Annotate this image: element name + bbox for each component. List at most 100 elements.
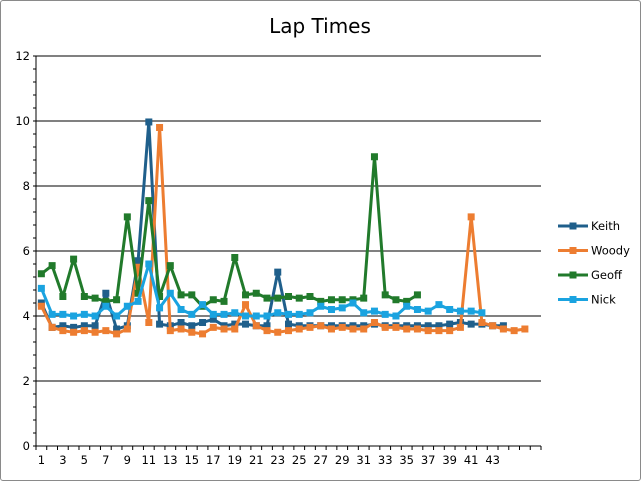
- data-point: [80, 293, 88, 300]
- data-point: [349, 325, 357, 333]
- data-point: [156, 320, 164, 328]
- data-point: [306, 309, 314, 317]
- legend-marker: [569, 296, 577, 303]
- data-point: [467, 320, 475, 328]
- data-point: [274, 268, 282, 276]
- legend-label: Woody: [591, 244, 630, 258]
- data-point: [295, 310, 303, 318]
- data-point: [231, 254, 239, 261]
- data-point: [209, 315, 217, 323]
- data-point: [252, 312, 260, 320]
- data-point: [188, 310, 196, 318]
- series-lines: [37, 118, 529, 338]
- data-point: [263, 294, 271, 302]
- y-tick-label: 6: [23, 244, 30, 258]
- data-point: [424, 322, 432, 330]
- data-point: [327, 325, 335, 333]
- data-point: [37, 302, 45, 310]
- data-point: [381, 323, 389, 331]
- data-point: [177, 306, 185, 313]
- data-point: [285, 310, 292, 318]
- x-tick-label: 11: [141, 453, 156, 467]
- y-tick-label: 12: [15, 49, 30, 63]
- series-nick: [37, 260, 486, 320]
- legend-marker: [569, 247, 577, 254]
- x-tick-label: 31: [356, 453, 371, 467]
- data-point: [156, 124, 164, 131]
- data-point: [209, 296, 217, 304]
- chart-title: Lap Times: [269, 14, 371, 38]
- x-tick-labels: 1 3 5 7 9 11 13 15 17 19 21 23 25 27 29 31 33 35 37 39 41 43: [38, 453, 500, 467]
- data-point: [274, 309, 282, 317]
- data-point: [70, 312, 78, 320]
- data-point: [220, 297, 228, 305]
- legend-item-woody: Woody: [558, 244, 630, 258]
- data-point: [392, 323, 400, 331]
- data-point: [48, 262, 56, 270]
- data-point: [242, 291, 250, 299]
- data-point: [252, 289, 260, 297]
- data-point: [338, 296, 346, 304]
- data-point: [392, 312, 400, 320]
- data-point: [446, 306, 454, 313]
- y-tick-label: 4: [23, 309, 30, 323]
- y-tick-label: 8: [23, 179, 30, 193]
- data-point: [370, 319, 378, 326]
- data-point: [274, 294, 282, 302]
- data-point: [317, 297, 325, 305]
- data-point: [231, 309, 239, 317]
- y-tick-label: 0: [23, 439, 30, 453]
- data-point: [327, 306, 335, 313]
- x-tick-label: 27: [313, 453, 328, 467]
- data-point: [360, 294, 368, 302]
- data-point: [123, 213, 131, 221]
- data-point: [446, 320, 454, 328]
- data-point: [370, 153, 378, 161]
- legend-label: Nick: [591, 293, 616, 307]
- data-point: [263, 312, 271, 320]
- data-point: [489, 322, 497, 330]
- data-point: [478, 319, 486, 326]
- y-tick-labels: 0 2 4 6 8 10 12: [15, 49, 30, 453]
- data-point: [317, 302, 325, 310]
- data-point: [424, 307, 432, 315]
- data-point: [113, 325, 121, 333]
- data-point: [145, 319, 153, 326]
- data-point: [338, 304, 346, 312]
- data-point: [274, 328, 282, 336]
- x-tick-label: 33: [378, 453, 393, 467]
- data-point: [177, 325, 185, 333]
- data-point: [403, 297, 411, 305]
- data-point: [424, 327, 432, 335]
- data-point: [381, 291, 389, 299]
- data-point: [252, 322, 260, 330]
- data-point: [134, 297, 142, 305]
- data-point: [381, 310, 389, 318]
- data-point: [91, 294, 99, 302]
- data-point: [113, 312, 121, 320]
- data-point: [156, 304, 164, 312]
- x-tick-label: 1: [38, 453, 45, 467]
- data-point: [413, 306, 421, 313]
- data-point: [510, 327, 518, 335]
- data-point: [199, 319, 207, 326]
- data-point: [59, 327, 67, 335]
- data-point: [209, 310, 217, 318]
- data-point: [37, 270, 45, 278]
- data-point: [91, 312, 99, 320]
- data-point: [467, 307, 475, 315]
- series-geoff: [37, 153, 421, 310]
- data-point: [242, 312, 250, 320]
- data-point: [285, 320, 292, 328]
- data-point: [263, 327, 271, 335]
- data-point: [403, 302, 411, 310]
- data-point: [263, 322, 271, 330]
- legend-label: Geoff: [591, 268, 623, 282]
- data-point: [113, 296, 121, 304]
- x-tick-label: 17: [206, 453, 221, 467]
- x-tick-label: 9: [124, 453, 131, 467]
- data-point: [220, 325, 228, 333]
- x-tick-label: 3: [59, 453, 66, 467]
- data-point: [145, 118, 153, 126]
- data-point: [327, 296, 335, 304]
